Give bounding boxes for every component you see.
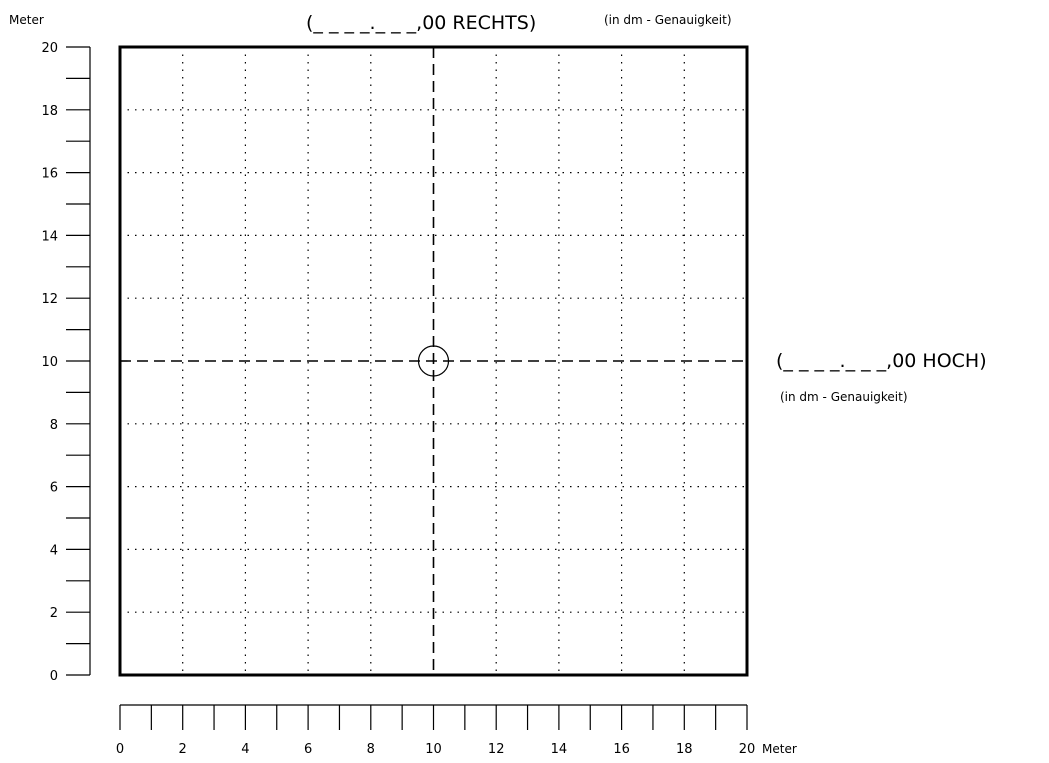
y-tick-label: 16 <box>41 167 58 182</box>
y-tick-label: 12 <box>41 292 58 307</box>
rechts-coordinate-field: (_ _ _ _._ _ _,00 RECHTS) <box>306 12 537 34</box>
x-tick-label: 6 <box>304 742 312 757</box>
y-tick-label: 10 <box>41 355 58 370</box>
grid-border <box>118 45 749 677</box>
y-axis-unit-label: Meter <box>9 13 44 27</box>
center-marker-circle <box>417 345 450 377</box>
hoch-coordinate-field: (_ _ _ _._ _ _,00 HOCH) <box>776 350 987 372</box>
x-tick-label: 14 <box>551 742 568 757</box>
y-tick-label: 8 <box>50 418 58 433</box>
x-tick-label: 18 <box>676 742 693 757</box>
rechts-precision-note: (in dm - Genauigkeit) <box>604 13 732 27</box>
y-tick-label: 6 <box>50 481 58 496</box>
y-tick-label: 20 <box>41 41 58 56</box>
hoch-precision-note: (in dm - Genauigkeit) <box>780 390 908 404</box>
y-tick-label: 18 <box>41 104 58 119</box>
x-tick-label: 8 <box>367 742 375 757</box>
x-axis-unit-label: Meter <box>762 742 797 756</box>
y-tick-label: 0 <box>50 669 58 684</box>
x-tick-label: 16 <box>613 742 630 757</box>
x-tick-label: 10 <box>425 742 442 757</box>
x-tick-label: 12 <box>488 742 505 757</box>
y-tick-label: 4 <box>50 543 58 558</box>
x-tick-label: 2 <box>179 742 187 757</box>
x-axis: 0 2 4 6 8 10 12 14 16 18 20 <box>116 704 756 757</box>
x-tick-label: 4 <box>241 742 249 757</box>
y-tick-label: 14 <box>41 229 58 244</box>
x-tick-label: 0 <box>116 742 124 757</box>
y-tick-label: 2 <box>50 606 58 621</box>
center-crosshair-lines <box>120 47 747 675</box>
x-tick-label: 20 <box>739 742 756 757</box>
